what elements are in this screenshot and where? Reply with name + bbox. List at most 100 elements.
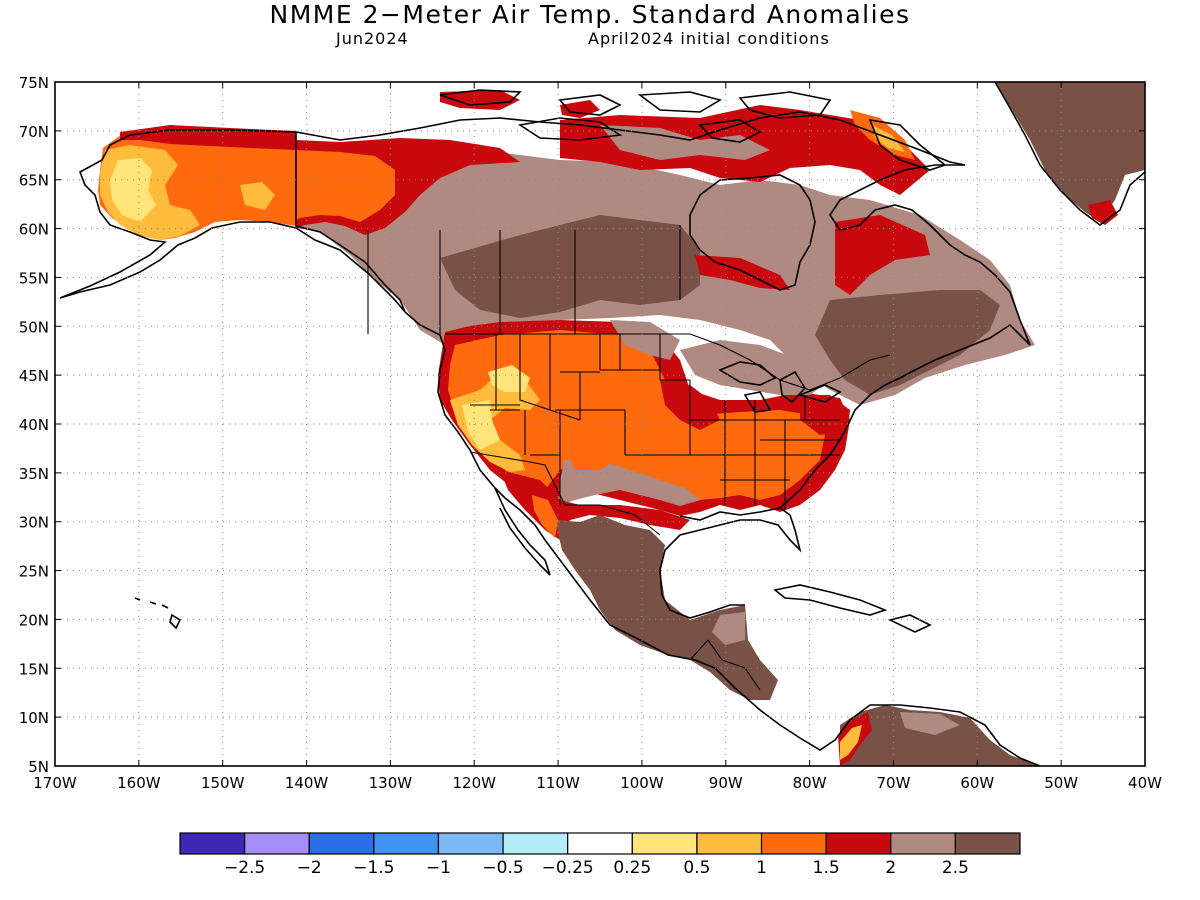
colorbar-label: 1 (756, 858, 767, 878)
high-arctic-anomaly-2 (440, 90, 520, 110)
lon-label: 120W (452, 774, 496, 792)
lat-label: 10N (19, 709, 49, 727)
us-west-anomaly-1 (450, 372, 540, 472)
lat-label: 20N (19, 611, 49, 629)
lon-label: 50W (1044, 774, 1078, 792)
hispaniola-coastline (887, 614, 932, 633)
state-borders (470, 334, 840, 510)
colorbar-label: −2 (297, 858, 322, 878)
lon-label: 160W (117, 774, 161, 792)
greenland-coastline (994, 82, 1145, 226)
venezuela-anomaly-2-5 (900, 712, 960, 735)
colorbar-label: −0.25 (542, 858, 594, 878)
colorbar-swatch (696, 832, 763, 855)
lat-label: 70N (19, 123, 49, 141)
lon-label: 130W (369, 774, 413, 792)
colorbar-label: −2.5 (224, 858, 265, 878)
lat-label: 40N (19, 416, 49, 434)
lon-label: 140W (285, 774, 329, 792)
arctic-islands-coastline (439, 89, 947, 171)
hawaii-coastline (134, 597, 182, 630)
us-southwest-anomaly-2-5 (560, 460, 700, 506)
gridlines (55, 82, 1145, 766)
lon-label: 40W (1128, 774, 1162, 792)
colorbar-swatch (631, 832, 698, 855)
baja-anomaly-1-5 (532, 495, 558, 538)
south-america-coastline (870, 704, 1041, 766)
lat-label: 5N (28, 758, 49, 776)
canada-east-anomaly-3 (815, 290, 1000, 395)
hudson-bay-coastline (689, 174, 816, 291)
colorbar-label: 2 (885, 858, 896, 878)
colorbar-swatch (954, 832, 1021, 855)
colorbar: −2.5 −2 −1.5 −1 −0.5 −0.25 0.25 0.5 1 1.5 2 2.5 (179, 832, 1021, 878)
lat-label: 60N (19, 221, 49, 239)
colorbar-swatch (760, 832, 827, 855)
colorbar-swatch (244, 832, 310, 855)
colorbar-swatch (179, 832, 246, 855)
arctic-islands-anomaly-2-5 (600, 125, 770, 160)
forecast-month: Jun2024 (336, 29, 409, 48)
greenland-tip-anomaly-2 (1088, 200, 1118, 225)
us-southwest-anomaly-0-5 (462, 400, 500, 450)
lat-label: 55N (19, 269, 49, 287)
alaska-anomaly-0-5 (110, 158, 156, 222)
initial-conditions: April2024 initial conditions (588, 29, 830, 48)
lon-label: 170W (33, 774, 77, 792)
colorbar-swatch (437, 832, 504, 855)
colorbar-swatch (567, 832, 633, 855)
greenland-anomaly-3 (995, 82, 1145, 222)
colorbar-label: 2.5 (942, 858, 969, 878)
lon-label: 80W (793, 774, 827, 792)
colorbar-swatch (890, 832, 956, 855)
lon-label: 150W (201, 774, 245, 792)
colorbar-label: −1 (426, 858, 451, 878)
great-lakes-anomaly-2-5 (680, 340, 830, 395)
lat-label: 15N (19, 660, 49, 678)
colorado-anomaly-1-5 (565, 445, 615, 470)
colorbar-swatch (502, 832, 569, 855)
arctic-coastline (295, 111, 966, 166)
us-interior-anomaly-1-5 (448, 330, 825, 505)
colorbar-label: −1.5 (353, 858, 394, 878)
colorbar-swatch (373, 832, 440, 855)
colorbar-swatch (308, 832, 375, 855)
mexico-anomaly-3 (555, 515, 778, 700)
lon-label: 110W (536, 774, 580, 792)
latitude-axis: 75N 70N 65N 60N 55N 50N 45N 40N 35N 30N 25N 20N 15N 1… (19, 74, 1145, 776)
colorbar-label: −0.5 (482, 858, 523, 878)
lat-label: 75N (19, 74, 49, 92)
great-lakes-coastline (718, 361, 842, 413)
colorbar-label: 1.5 (813, 858, 840, 878)
gulf-coastline (659, 507, 802, 619)
political-boundaries (295, 132, 891, 691)
canada-prairies-anomaly-3 (440, 215, 700, 318)
us-plains-anomaly-2-5 (610, 320, 680, 360)
lat-label: 45N (19, 367, 49, 385)
colorbar-label: 0.25 (613, 858, 651, 878)
cuba-coastline (773, 584, 888, 616)
colombia-anomaly-1 (840, 725, 862, 760)
central-america-anomaly-2-5 (712, 612, 745, 645)
us-mexico-border (469, 451, 661, 536)
canada-northwest-anomaly-1-5 (296, 150, 395, 222)
anomaly-fields (98, 82, 1145, 766)
lon-label: 70W (877, 774, 911, 792)
longitude-axis: 170W 160W 150W 140W 130W 120W 110W 100W 90W 80W 70… (33, 82, 1162, 792)
lat-label: 35N (19, 465, 49, 483)
canada-province-borders (367, 225, 681, 334)
south-america-anomaly-3 (840, 705, 1040, 766)
map-title: NMME 2−Meter Air Temp. Standard Anomalie… (269, 0, 911, 29)
colorbar-swatch (825, 832, 892, 855)
lat-label: 30N (19, 514, 49, 532)
lon-label: 90W (709, 774, 743, 792)
us-northeast-anomaly-2 (800, 395, 850, 435)
lat-label: 65N (19, 172, 49, 190)
quebec-anomaly-2 (835, 215, 930, 295)
alaska-anomaly-1-interior (240, 182, 275, 210)
lat-label: 50N (19, 318, 49, 336)
central-america-borders (689, 639, 761, 691)
lon-label: 60W (960, 774, 994, 792)
coastlines (59, 82, 1145, 766)
